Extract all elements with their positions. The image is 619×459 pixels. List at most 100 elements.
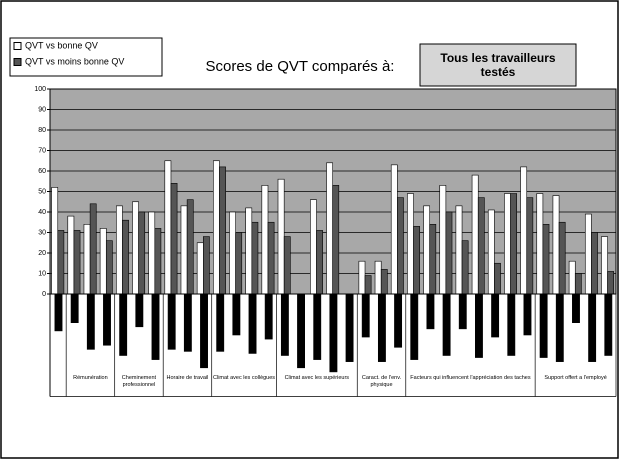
bar	[89, 203, 97, 295]
bar	[200, 293, 208, 369]
y-tick-label: 100	[34, 86, 46, 93]
bar	[477, 197, 485, 295]
bar	[235, 232, 243, 295]
bar	[148, 211, 156, 295]
bar	[426, 293, 435, 330]
bar	[116, 205, 123, 295]
legend-swatch	[13, 58, 22, 66]
bar	[558, 221, 566, 295]
y-tick-label: 60	[38, 168, 46, 175]
legend-swatch	[13, 42, 22, 50]
y-tick-label: 50	[38, 188, 46, 195]
bar	[536, 193, 544, 295]
bar	[471, 174, 479, 295]
bar	[54, 293, 63, 332]
bar	[196, 242, 204, 295]
bar	[410, 293, 419, 360]
bar	[507, 293, 516, 356]
bar	[601, 236, 608, 295]
bar	[475, 293, 483, 358]
bar	[164, 160, 172, 295]
bar	[345, 293, 354, 362]
bar	[183, 293, 192, 352]
y-tick-label: 30	[38, 229, 46, 236]
bar	[186, 199, 194, 295]
bar	[310, 199, 317, 295]
bar	[526, 197, 534, 295]
bar	[229, 211, 236, 295]
y-tick-label: 90	[38, 106, 46, 113]
bar	[216, 293, 225, 352]
bar	[413, 226, 420, 295]
selector-label[interactable]: Tous les travailleurs testés	[440, 51, 556, 79]
selector-box[interactable]	[419, 43, 577, 87]
bar	[267, 221, 275, 295]
bar	[455, 205, 463, 295]
bar	[520, 166, 528, 295]
bar	[151, 293, 160, 360]
bar	[591, 232, 598, 295]
bar	[105, 240, 113, 295]
bar	[132, 201, 139, 295]
bar	[461, 240, 469, 295]
bar	[552, 195, 560, 295]
bar	[203, 236, 210, 295]
bar	[280, 293, 289, 356]
bar	[604, 293, 613, 356]
bar	[588, 293, 597, 362]
bar	[213, 160, 220, 295]
bar	[326, 162, 333, 295]
y-tick-label: 70	[38, 147, 46, 154]
bar	[380, 269, 388, 295]
bar	[170, 183, 178, 295]
bar	[135, 293, 144, 328]
bar	[264, 293, 273, 340]
bar	[83, 224, 91, 295]
bar	[439, 185, 447, 295]
bar	[364, 275, 372, 295]
bar	[458, 293, 467, 330]
group-label: Climat avec les supérieurs	[284, 375, 350, 381]
bar	[494, 262, 501, 295]
bar	[122, 219, 129, 295]
group-label: Facteurs qui influencent l'appréciation …	[410, 375, 531, 381]
bar	[542, 224, 550, 295]
bar	[510, 193, 518, 295]
bar	[574, 273, 582, 295]
bar	[103, 293, 111, 346]
bar	[67, 215, 75, 295]
y-tick-label: 10	[38, 270, 46, 277]
bar	[180, 205, 188, 295]
bar	[397, 197, 404, 295]
bar	[358, 260, 366, 295]
bar	[277, 178, 285, 295]
y-tick-label: 20	[38, 250, 46, 257]
group-label: Climat avec les collègues	[213, 375, 276, 381]
bar	[138, 211, 146, 295]
legend-label: QVT vs bonne QV	[25, 40, 98, 50]
bar	[377, 293, 386, 362]
bar	[297, 293, 305, 369]
y-tick-label: 80	[38, 127, 46, 134]
bar	[73, 230, 81, 295]
group-label: Support offert a l'employé	[544, 375, 607, 381]
bar	[555, 293, 564, 362]
bar	[374, 260, 382, 295]
bar	[361, 293, 370, 338]
bar	[607, 271, 615, 295]
bar	[445, 211, 453, 295]
bar	[167, 293, 176, 350]
bar	[572, 293, 580, 324]
bar	[523, 293, 532, 336]
bar	[57, 230, 65, 295]
bar	[423, 205, 431, 295]
bar	[504, 193, 511, 295]
group-label: Cheminement professionnel	[121, 375, 157, 388]
bar	[568, 260, 576, 295]
bar	[119, 293, 128, 356]
y-tick-label: 0	[42, 291, 46, 298]
bar	[70, 293, 79, 324]
bar	[248, 293, 257, 354]
